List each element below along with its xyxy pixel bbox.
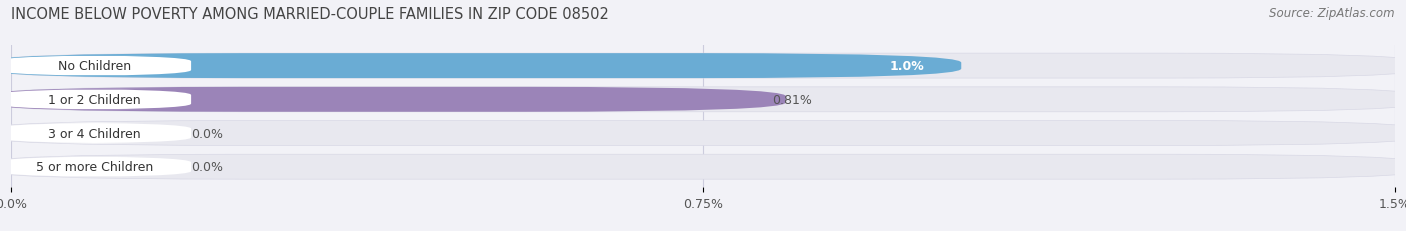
FancyBboxPatch shape [0,89,191,110]
FancyBboxPatch shape [0,88,786,112]
FancyBboxPatch shape [0,123,191,144]
Text: 1.0%: 1.0% [890,60,924,73]
FancyBboxPatch shape [0,54,962,79]
FancyBboxPatch shape [0,121,1406,146]
Text: 5 or more Children: 5 or more Children [35,161,153,173]
Text: 3 or 4 Children: 3 or 4 Children [48,127,141,140]
FancyBboxPatch shape [0,88,1406,112]
Text: INCOME BELOW POVERTY AMONG MARRIED-COUPLE FAMILIES IN ZIP CODE 08502: INCOME BELOW POVERTY AMONG MARRIED-COUPL… [11,7,609,22]
Text: 0.0%: 0.0% [191,127,224,140]
Text: Source: ZipAtlas.com: Source: ZipAtlas.com [1270,7,1395,20]
Text: 1 or 2 Children: 1 or 2 Children [48,93,141,106]
FancyBboxPatch shape [0,157,191,177]
Text: 0.0%: 0.0% [191,161,224,173]
FancyBboxPatch shape [0,54,1406,79]
FancyBboxPatch shape [0,56,191,77]
FancyBboxPatch shape [0,155,1406,179]
Text: No Children: No Children [58,60,131,73]
Text: 0.81%: 0.81% [772,93,813,106]
